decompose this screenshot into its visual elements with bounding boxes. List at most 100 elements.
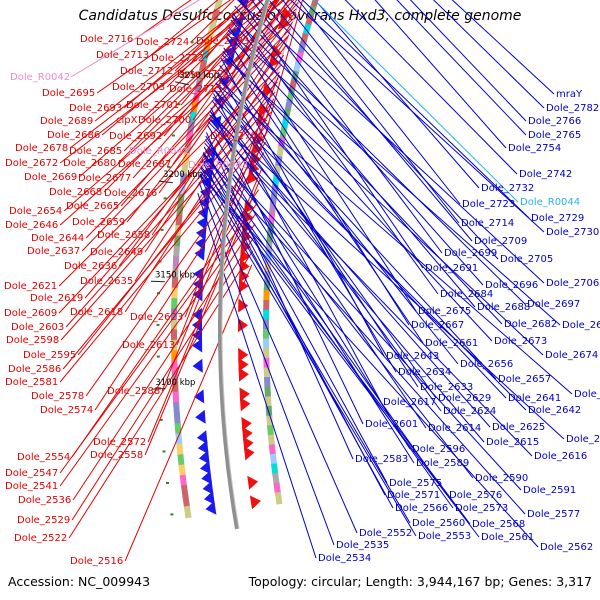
genome-backbone xyxy=(218,0,271,530)
gene-label: Dole_2641 xyxy=(508,393,561,404)
forward-gene-arrow xyxy=(247,475,259,490)
reverse-gene-arrow xyxy=(197,440,209,455)
cog-block-forward xyxy=(263,300,270,313)
cog-block-reverse xyxy=(171,319,177,331)
label-connector-line xyxy=(174,0,246,72)
rna-gene-label: Dole_R0042 xyxy=(10,72,70,83)
gene-label: Dole_2654 xyxy=(9,206,62,217)
rna-gene-label: Dole_R0043 xyxy=(188,160,248,171)
gene-label: Dole_2575 xyxy=(389,478,442,489)
gene-label: Dole_2658 xyxy=(97,230,150,241)
label-connector-line xyxy=(374,0,507,149)
forward-gene-arrow xyxy=(239,397,251,412)
gene-label: Dole_2553 xyxy=(418,531,471,542)
reverse-gene-arrow xyxy=(204,490,215,505)
label-connector-line xyxy=(227,29,561,326)
feature-tracks xyxy=(156,0,319,519)
backbone-arc xyxy=(218,0,270,530)
gene-label: Dole_2675 xyxy=(418,306,471,317)
cog-block-forward xyxy=(264,377,271,390)
cog-block-forward xyxy=(276,146,284,159)
gene-label: Dole_2692 xyxy=(109,131,162,142)
label-connector-line xyxy=(396,0,527,136)
forward-gene-arrow xyxy=(238,278,249,293)
gene-label: Dole_2625 xyxy=(492,422,545,433)
feature-tick-mark xyxy=(166,482,169,484)
forward-gene-arrow xyxy=(261,83,274,97)
label-connector-line xyxy=(208,117,485,443)
reverse-gene-arrow xyxy=(205,500,217,515)
label-connector-line xyxy=(213,93,382,403)
rna-gene-label: Dole_R0041 xyxy=(129,146,189,157)
kbp-tick xyxy=(158,180,173,184)
label-connector-line xyxy=(205,0,256,59)
gene-label: Dole_2724 xyxy=(136,37,189,48)
gene-label: Dole_2678 xyxy=(15,143,68,154)
label-connector-line xyxy=(134,54,285,282)
map-title: Candidatus Desulfococcus oleovorans Hxd3… xyxy=(78,8,522,24)
gene-label: Dole_2715 xyxy=(169,84,222,95)
gene-label: Dole_2589 xyxy=(416,458,469,469)
reverse-gene-arrow xyxy=(192,328,202,343)
label-connector-line xyxy=(217,72,397,373)
gene-label: Dole_2588 xyxy=(107,386,160,397)
label-connector-line xyxy=(215,82,573,395)
kbp-tick xyxy=(174,81,189,86)
gene-label: Dole_2578 xyxy=(31,391,84,402)
gene-label: Dole_2529 xyxy=(17,515,70,526)
label-connector-line xyxy=(209,114,565,440)
gene-label: Dole_2624 xyxy=(443,406,496,417)
gene-label: Dole_2700 xyxy=(138,115,191,126)
gene-label: Dole_2573 xyxy=(455,503,508,514)
label-connector-line xyxy=(257,0,499,260)
reverse-gene-arrow xyxy=(196,216,208,231)
label-connector-line xyxy=(84,71,280,299)
label-connector-line xyxy=(192,0,280,121)
feature-tick-mark xyxy=(159,418,163,421)
gene-label: Dole_2766 xyxy=(528,116,581,127)
cog-block-reverse xyxy=(172,256,180,269)
gene-label: Dole_2633 xyxy=(420,382,473,393)
gene-label: Dole_2601 xyxy=(365,419,418,430)
gene-label: Dole_2742 xyxy=(519,169,572,180)
cog-block-reverse xyxy=(179,173,188,186)
reverse-gene-arrow xyxy=(200,460,211,475)
label-connector-line xyxy=(118,44,287,267)
gene-label: Dole_2643 xyxy=(386,351,439,362)
forward-gene-arrow xyxy=(241,417,252,431)
cog-block-forward xyxy=(269,453,278,467)
cog-block-forward xyxy=(267,434,276,448)
cog-block-forward xyxy=(267,213,275,226)
gene-label: Dole_2541 xyxy=(5,481,58,492)
gene-label: Dole_2687 xyxy=(118,159,171,170)
forward-gene-arrow xyxy=(243,199,255,214)
label-connector-line xyxy=(210,107,364,425)
gene-label: Dole_2646 xyxy=(5,220,58,231)
gene-label: Dole_2547 xyxy=(5,468,58,479)
label-connector-line xyxy=(94,152,265,411)
kbp-tick xyxy=(150,280,165,283)
label-connector-line xyxy=(204,139,474,479)
feature-tick-mark xyxy=(198,10,202,13)
forward-gene-arrow xyxy=(277,15,290,30)
label-connector-line xyxy=(268,0,473,242)
label-connector-line xyxy=(251,0,443,254)
cog-block-forward xyxy=(271,463,279,476)
label-connector-line xyxy=(409,0,527,122)
gene-label: Dole_2619 xyxy=(30,293,83,304)
label-connector-line xyxy=(189,0,290,152)
gene-label: Dole_2721 xyxy=(177,69,230,80)
gene-label: Dole_2754 xyxy=(508,143,561,154)
reverse-gene-arrow xyxy=(192,358,203,373)
reverse-gene-arrow xyxy=(200,186,211,200)
gene-label: Dole_2595 xyxy=(23,350,76,361)
label-connector-line xyxy=(240,0,424,269)
cog-block-forward xyxy=(263,290,270,303)
label-connector-line xyxy=(289,0,545,233)
label-connector-line xyxy=(184,75,280,318)
cog-block-reverse xyxy=(172,391,180,405)
kbp-tick-label: 3100 kbp xyxy=(155,378,195,388)
cog-block-reverse xyxy=(173,402,180,415)
label-connector-line xyxy=(203,146,388,484)
